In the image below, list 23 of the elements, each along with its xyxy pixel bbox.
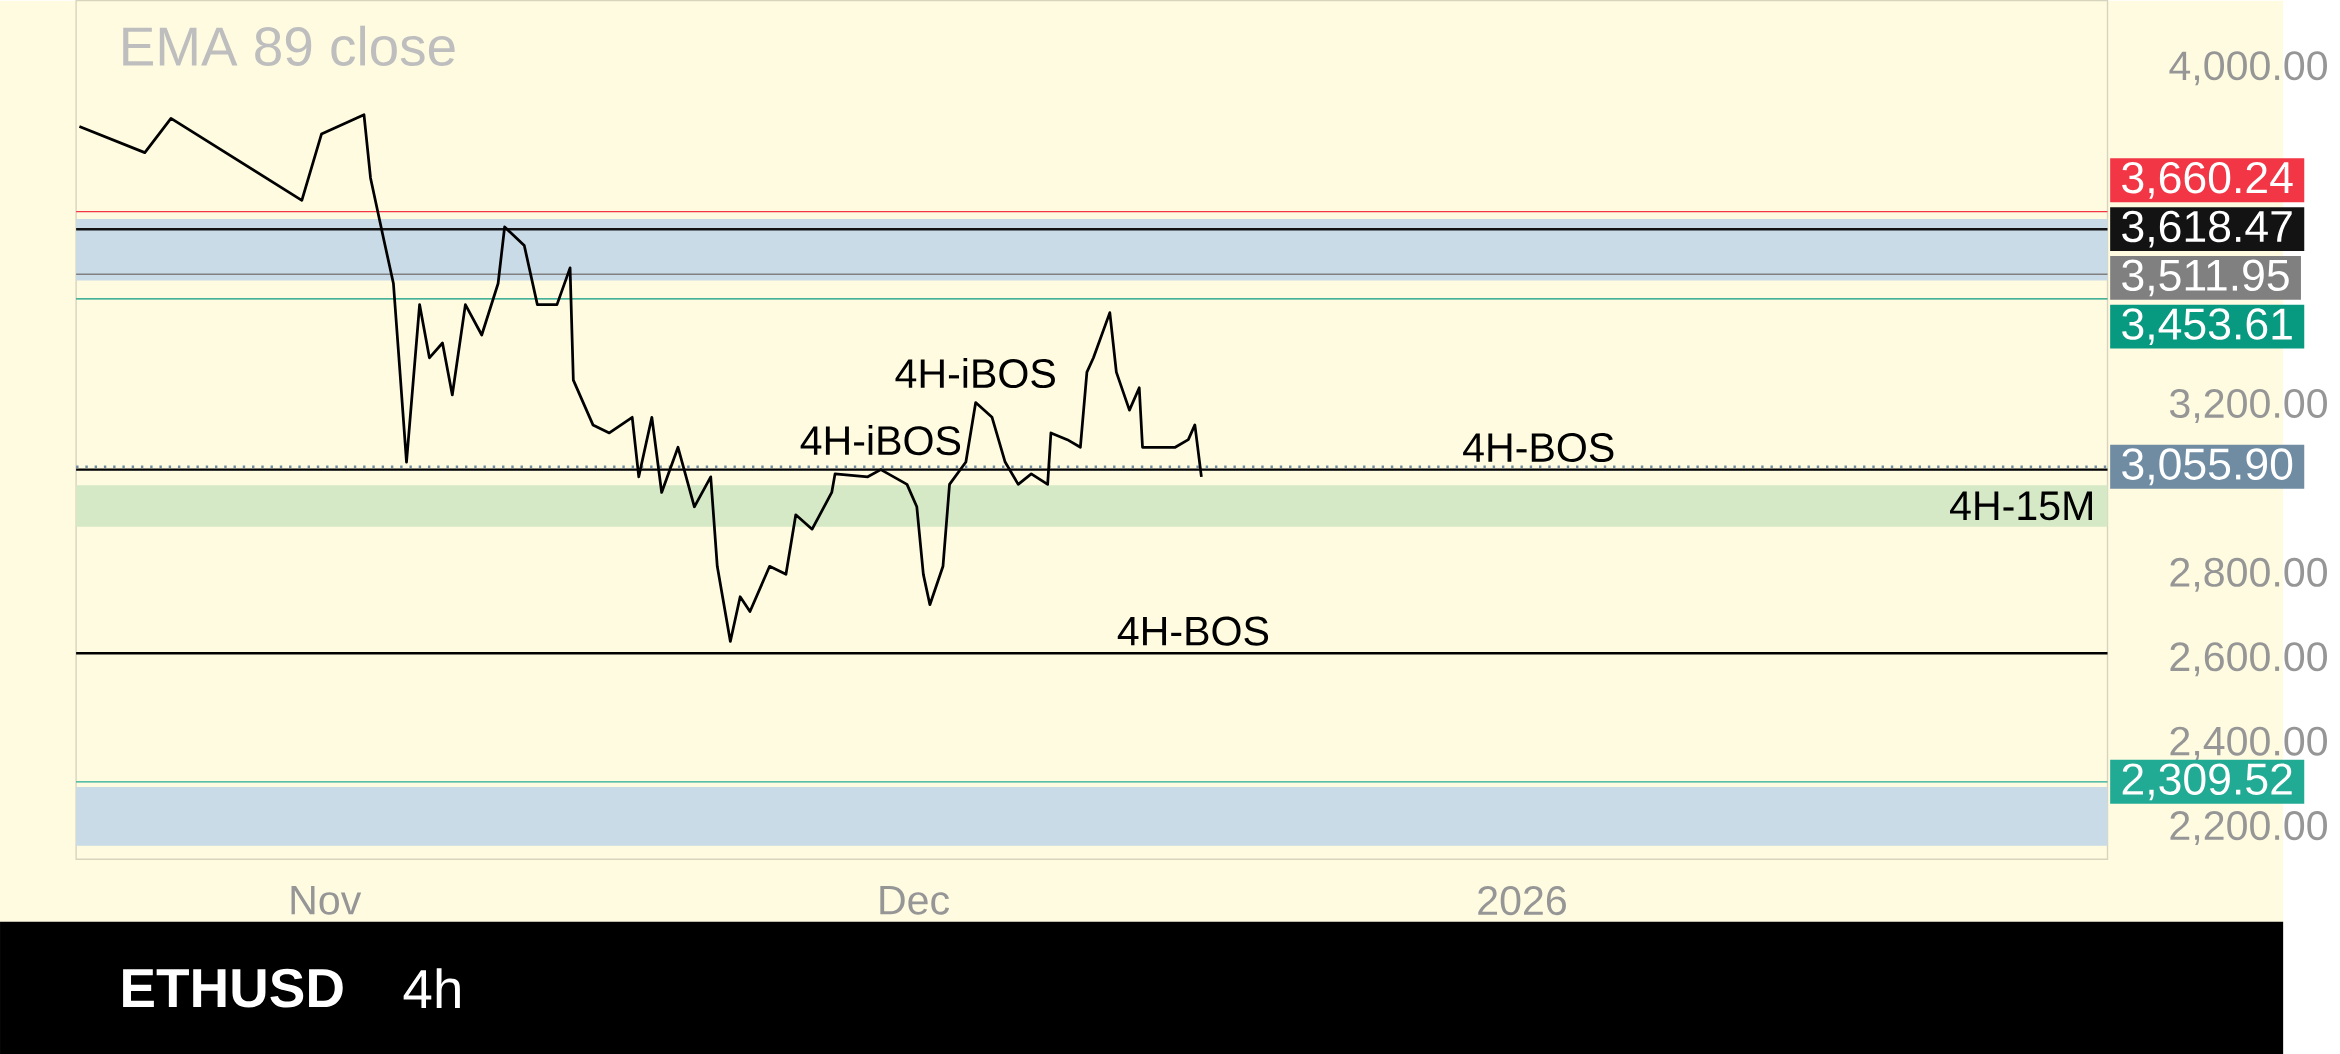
y-tick-label: 4,000.00	[2169, 51, 2327, 85]
annotation: 4H-iBOS	[895, 357, 1055, 388]
ref-line-label: 2,309.52	[2122, 763, 2292, 801]
text: ETHUSD	[123, 968, 343, 1008]
band-label: 4H-15M	[1950, 491, 2092, 521]
ref-line-label: 3,055.90	[2122, 448, 2293, 485]
x-tick-label: Nov	[291, 885, 362, 915]
ref-line-label: 3,511.95	[2122, 259, 2289, 297]
y-tick-label: 3,200.00	[2169, 388, 2327, 423]
ref-line-label: 3,453.61	[2122, 308, 2292, 345]
annotation: EMA 89 close	[123, 25, 455, 66]
y-tick-label: 2,800.00	[2170, 557, 2327, 592]
x-tick-label: Dec	[880, 885, 950, 915]
ref-line-label: 3,618.47	[2122, 210, 2292, 248]
y-tick-label: 2,600.00	[2170, 642, 2327, 676]
ref-line-label: 4H-BOS	[1463, 432, 1614, 462]
y-tick-label: 2,200.00	[2170, 810, 2327, 845]
x-tick-label: 2026	[1478, 885, 1566, 915]
text: 4h	[403, 968, 460, 1008]
ref-line-label: 3,660.24	[2122, 161, 2293, 199]
annotation: 4H-iBOS	[800, 424, 961, 456]
y-tick-label: 2,400.00	[2170, 726, 2327, 761]
ref-line-label: 4H-BOS	[1117, 616, 1269, 646]
